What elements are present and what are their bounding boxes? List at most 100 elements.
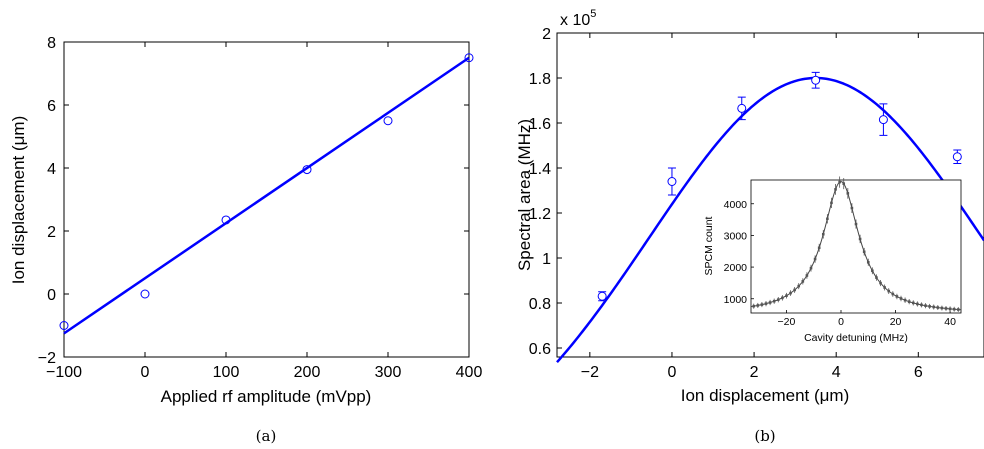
inset-data-point [768,301,772,304]
inset-x-tick-label: −20 [778,316,796,328]
panel-a-y-tick-label: 2 [47,224,56,241]
panel-a-data-point [383,116,393,126]
inset-y-tick-label: 3000 [724,230,748,242]
inset-data-point [879,281,882,285]
panel-a-x-tick-label: 200 [294,364,321,381]
inset-data-point [883,286,886,289]
inset-x-ticks: −20 0 20 40 [778,310,956,328]
inset-y-tick-label: 2000 [724,262,748,274]
inset-data-point [838,180,841,184]
panel-a-data-point [221,215,231,225]
panel-b-data-point [597,291,607,301]
panel-a-y-tick-label: 0 [47,287,56,304]
inset-data-point [907,300,911,303]
inset-data-point [932,305,936,309]
panel-b-caption: (b) [754,427,775,445]
panel-a-data-point [140,289,150,299]
panel-b-x-tick-label: 0 [668,364,677,381]
inset-data-point [866,260,870,264]
panel-b-data-points [597,71,962,302]
panel-b-y-tick-label: 1.2 [529,206,551,223]
panel-b-y-tick-label: 1 [542,251,551,268]
inset-data-point [850,206,854,210]
inset-data-point [817,246,821,250]
panel-b-scale-factor: x 105 [560,8,596,29]
panel-a-fit-line [63,56,470,335]
inset-data-points [752,176,960,312]
panel-a-data-point [464,53,474,63]
panel-a-y-axis-label: Ion displacement (μm) [9,116,28,285]
panel-a-x-tick-label: 0 [141,364,150,381]
inset-data-point [752,304,756,308]
panel-a-x-ticks: −100 0 100 200 300 400 [46,42,482,381]
inset-data-point [858,237,862,241]
inset-x-axis-label: Cavity detuning (MHz) [804,332,908,344]
inset-x-tick-label: 40 [944,316,956,328]
inset-data-point [764,302,768,305]
inset-data-point [801,280,805,283]
panel-a-y-ticks: −2 0 2 4 6 8 [38,35,469,367]
inset-data-point [887,289,891,293]
panel-b-x-tick-label: 2 [750,364,759,381]
inset-y-tick-label: 1000 [724,294,748,306]
inset-data-point [924,304,927,307]
inset-data-point [854,222,858,226]
panel-b-y-tick-label: 0.8 [529,296,551,313]
inset-data-point [862,250,866,254]
inset-data-point [944,307,948,310]
inset-data-point [793,288,796,292]
inset-y-axis-label: SPCM count [703,216,715,275]
panel-b-x-tick-label: 4 [832,364,841,381]
panel-b-data-point [737,103,747,113]
panel-b-x-axis-label: Ion displacement (μm) [681,386,850,405]
panel-a-x-tick-label: 300 [375,364,402,381]
inset-data-point [760,303,764,306]
panel-b-y-tick-label: 0.6 [529,341,551,358]
inset-data-point [834,188,837,191]
inset-data-point [781,296,784,300]
inset-data-point [785,294,788,297]
inset-data-point [821,232,825,236]
inset-y-ticks: 1000 2000 3000 4000 [724,199,754,306]
panel-b-y-axis-label: Spectral area (MHz) [515,119,534,271]
inset-data-point [952,307,956,311]
panel-a-y-tick-label: 4 [47,161,56,178]
inset-data-point [805,274,809,277]
inset-data-point [875,276,878,279]
inset-x-tick-label: 20 [890,316,902,328]
inset-y-tick-label: 4000 [724,199,748,211]
panel-b-data-point [952,152,962,162]
inset-data-point [899,297,903,300]
inset-axes-box [750,179,962,314]
inset-data-point [895,295,899,298]
panel-b-x-tick-label: 6 [914,364,923,381]
panel-a-chart: −100 0 100 200 300 400 −2 0 2 4 6 8 Applied rf amp… [9,35,482,445]
panel-b-x-tick-label: −2 [581,364,599,381]
inset-x-tick-label: 0 [838,316,844,328]
panel-b-scale-prefix: x 10 [560,12,590,29]
panel-b-y-tick-label: 1.4 [529,161,551,178]
panel-b-inset-chart: −20 0 20 40 1000 2000 3000 4000 Cavity detunin… [703,176,962,344]
panel-a-data-point [302,165,312,175]
inset-data-point [871,269,874,273]
panel-a-data-points [59,53,474,330]
inset-data-point [826,217,829,221]
inset-data-point [911,301,915,305]
panel-a-x-tick-label: 400 [456,364,483,381]
panel-b-y-tick-label: 1.6 [529,116,551,133]
inset-data-point [809,266,813,270]
panel-a-x-tick-label: −100 [46,364,82,381]
panel-b-chart: −2 0 2 4 6 0.60.811.21.41.61.82 x 105 Ion di… [515,8,984,445]
inset-data-point [776,298,780,301]
inset-data-point [928,305,931,308]
panel-b-data-point [667,177,677,186]
panel-b-y-tick-label: 2 [542,26,551,43]
inset-data-point [936,306,940,309]
panel-b-y-ticks: 0.6 0.8 1 1.2 1.4 1.6 1.8 2 [529,26,562,358]
inset-data-point [789,291,792,295]
panel-a-y-tick-label: −2 [38,350,56,367]
panel-a-axes-box [63,41,470,358]
inset-data-point [813,257,817,261]
panel-a-caption: (a) [256,427,277,445]
